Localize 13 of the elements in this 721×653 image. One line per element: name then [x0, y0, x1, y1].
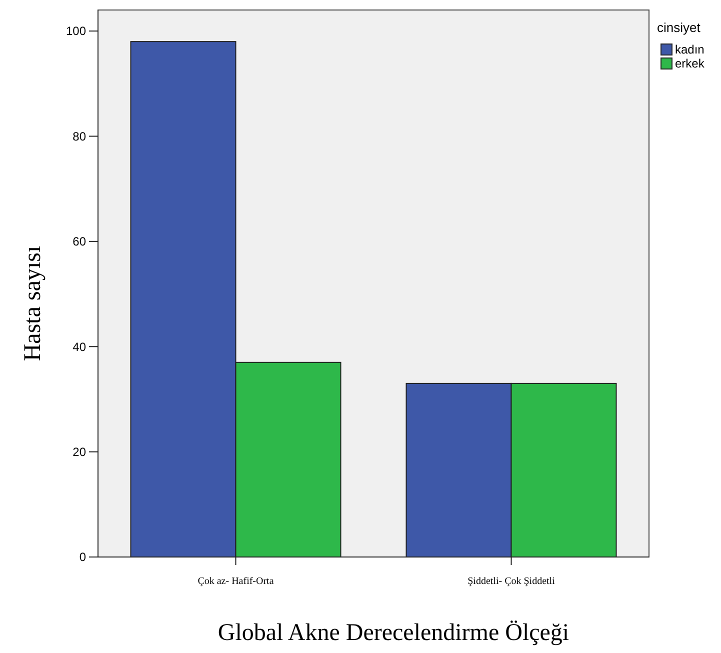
legend-title: cinsiyet — [657, 20, 701, 35]
x-tick-label: Şiddetli- Çok Şiddetli — [468, 576, 556, 587]
y-tick-label: 60 — [72, 234, 86, 249]
y-tick-label: 20 — [72, 445, 86, 460]
x-axis-title: Global Akne Derecelendirme Ölçeği — [218, 620, 570, 646]
y-tick-label: 100 — [66, 24, 86, 38]
y-tick-label: 80 — [72, 129, 86, 144]
y-tick-label: 40 — [72, 340, 86, 354]
legend-label: erkek — [675, 56, 706, 70]
legend-label: kadın — [675, 42, 704, 56]
y-axis-title: Hasta sayısı — [20, 246, 46, 362]
x-tick-label: Çok az- Hafif-Orta — [198, 576, 274, 587]
y-tick-label: 0 — [79, 550, 86, 564]
